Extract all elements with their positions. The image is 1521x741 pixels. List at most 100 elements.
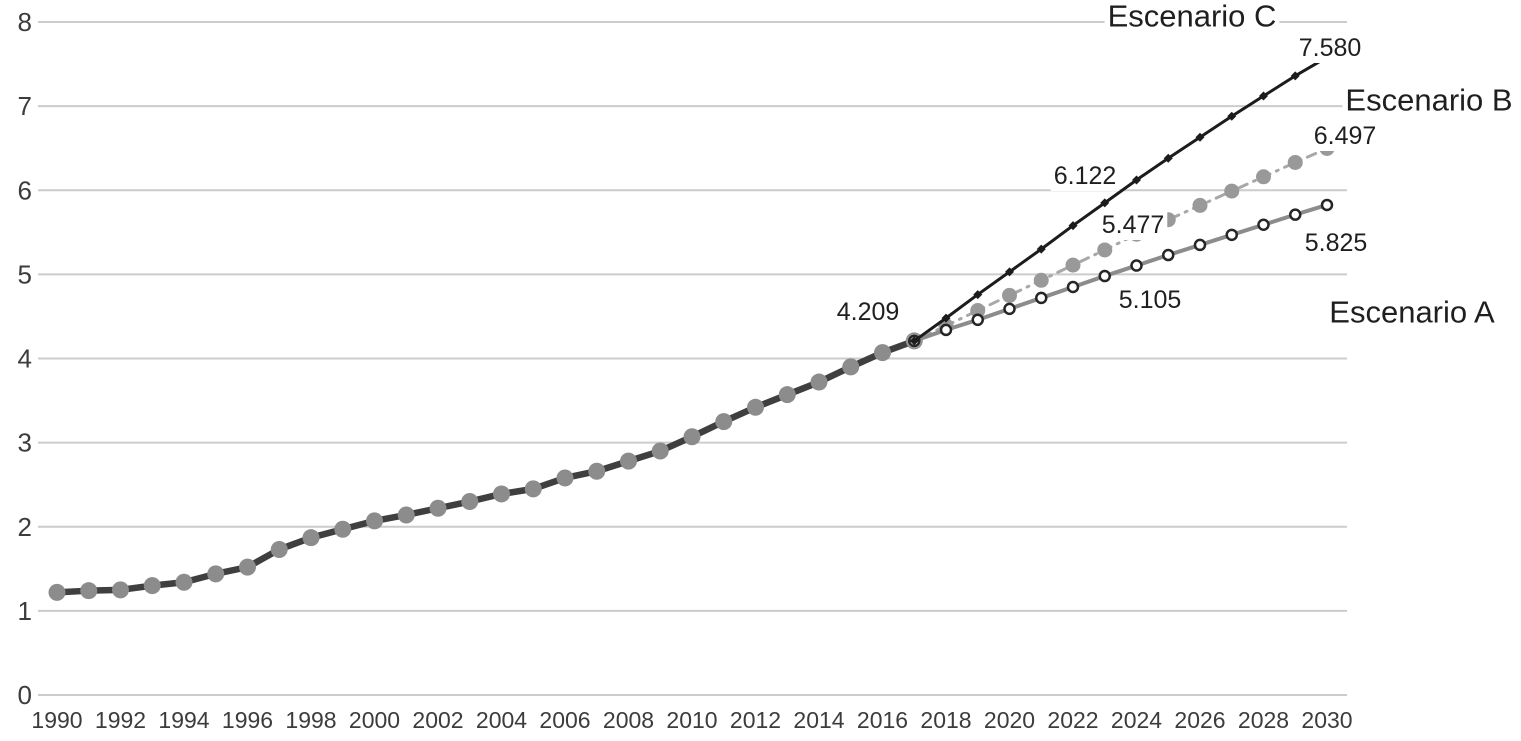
y-axis-label-4: 4 [18,344,32,374]
x-axis-label-2024: 2024 [1111,707,1162,733]
series-escenario-c-marker [1227,111,1237,121]
series-escenario-c-marker [973,290,983,300]
y-axis-label-3: 3 [18,428,32,458]
annotation-value-b-2024: 5.477 [1102,211,1165,239]
annotation-value-c-2030-bg [1295,33,1365,63]
series-escenario-c-line [912,55,1329,343]
annotation-value-c-2030: 7.580 [1299,34,1362,62]
series-historico-1990-2017-marker [429,499,447,517]
x-axis-label-2018: 2018 [920,707,971,733]
x-axis-label-2000: 2000 [349,707,400,733]
series-historico-1990-2017-marker [651,442,669,460]
annotation-value-a-2024-bg [1115,285,1185,315]
series-escenario-a-marker [1098,269,1111,283]
series-historico-1990-2017-marker [842,358,860,376]
series-historico-1990-2017-marker [302,529,320,547]
series-historico-1990-2017-marker [524,480,542,498]
series-escenario-c-marker [1259,91,1268,101]
x-axis-label-1992: 1992 [95,707,146,733]
series-escenario-b-marker [1002,287,1017,303]
annotation-value-2017: 4.209 [837,298,900,326]
series-historico-1990-2017-marker [493,485,510,503]
x-axis-label-2002: 2002 [412,707,463,733]
series-escenario-a-marker [1130,259,1143,272]
annotation-label-escenario-a: Escenario A [1329,295,1495,330]
annotation-label-escenario-a-bg [1326,293,1499,331]
series-escenario-c-marker [1163,153,1173,163]
y-axis-label-7: 7 [18,91,32,121]
x-axis-label-2020: 2020 [984,707,1035,733]
series-historico-1990-2017-marker [461,493,479,511]
series-historico-1990-2017-marker [810,373,828,391]
series-escenario-c-marker [1100,198,1110,208]
series-escenario-b-marker [1097,242,1113,258]
series-escenario-a-marker [971,313,984,327]
annotation-value-c-2024: 6.122 [1054,162,1117,190]
x-axis-label-2012: 2012 [730,707,781,733]
x-axis-label-1990: 1990 [31,707,82,733]
x-axis-label-2008: 2008 [603,707,654,733]
annotation-value-a-2024: 5.105 [1119,286,1182,314]
series-historico-1990-2017-marker [715,413,733,431]
series-historico-1990-2017-marker [334,520,352,538]
series-escenario-c-marker [1290,71,1300,81]
series-escenario-c-marker [1068,221,1078,231]
annotation-value-b-2030: 6.497 [1314,122,1377,150]
y-axis-label-0: 0 [18,680,32,710]
x-axis-label-2030: 2030 [1301,707,1352,733]
series-historico-1990-2017-marker [48,583,66,601]
series-escenario-a-marker [1225,228,1238,242]
series-escenario-c-marker [1005,267,1014,277]
series-historico-1990-2017-marker [207,565,225,583]
series-historico-1990-2017-marker [366,512,383,530]
series-escenario-b-marker [1192,197,1208,213]
series-escenario-c-marker [1195,132,1205,142]
series-escenario-a-marker [1162,248,1175,262]
y-axis-label-6: 6 [18,175,32,205]
series-escenario-b-marker [1224,183,1240,199]
x-axis-label-2026: 2026 [1174,707,1225,733]
series-historico-1990-2017-marker [175,573,193,591]
series-escenario-c-marker [1132,175,1141,185]
series-historico-1990-2017-marker [778,386,796,404]
x-axis-label-2028: 2028 [1238,707,1289,733]
series-escenario-c-marker [1036,244,1046,254]
series-escenario-a-marker [1066,280,1080,294]
x-axis-label-2004: 2004 [476,707,527,733]
series-historico-1990-2017-marker [397,506,415,524]
series-historico-1990-2017-marker [239,558,256,576]
series-historico-1990-2017-marker [270,540,288,558]
x-axis-label-2016: 2016 [857,707,908,733]
series-escenario-a-marker [1003,302,1016,316]
x-axis-label-1998: 1998 [285,707,336,733]
annotation-label-escenario-b: Escenario B [1345,83,1512,118]
series-escenario-b-marker [1256,169,1271,185]
series-escenario-b-marker [1287,154,1303,170]
series-escenario-c-marker [909,336,919,346]
series-historico-1990-2017-marker [620,452,637,470]
x-axis-label-1994: 1994 [158,707,209,733]
series-escenario-a-marker [1320,198,1334,212]
annotation-value-a-2030: 5.825 [1305,229,1368,257]
series-escenario-a-marker [1289,208,1302,221]
x-axis-label-2022: 2022 [1047,707,1098,733]
series-historico-1990-2017-marker [80,582,98,600]
annotation-value-2017-bg [833,297,903,327]
series-escenario-a-marker [939,323,953,337]
series-historico-1990-2017-marker [874,344,891,362]
annotation-label-escenario-b-bg [1342,81,1516,119]
series-historico-1990-2017-marker [683,428,701,446]
annotation-label-escenario-c-bg [1104,0,1280,35]
x-axis-label-2010: 2010 [666,707,717,733]
annotation-value-b-2024-bg [1098,210,1168,240]
y-axis-label-2: 2 [18,512,32,542]
y-axis-label-5: 5 [18,259,32,289]
x-axis-label-1996: 1996 [222,707,273,733]
series-escenario-a-marker [1193,238,1207,252]
series-historico-1990-2017-marker [747,398,764,416]
series-escenario-b-marker [1065,257,1081,273]
annotation-value-c-2024-bg [1050,161,1120,191]
series-historico-1990-2017-marker [112,581,129,599]
